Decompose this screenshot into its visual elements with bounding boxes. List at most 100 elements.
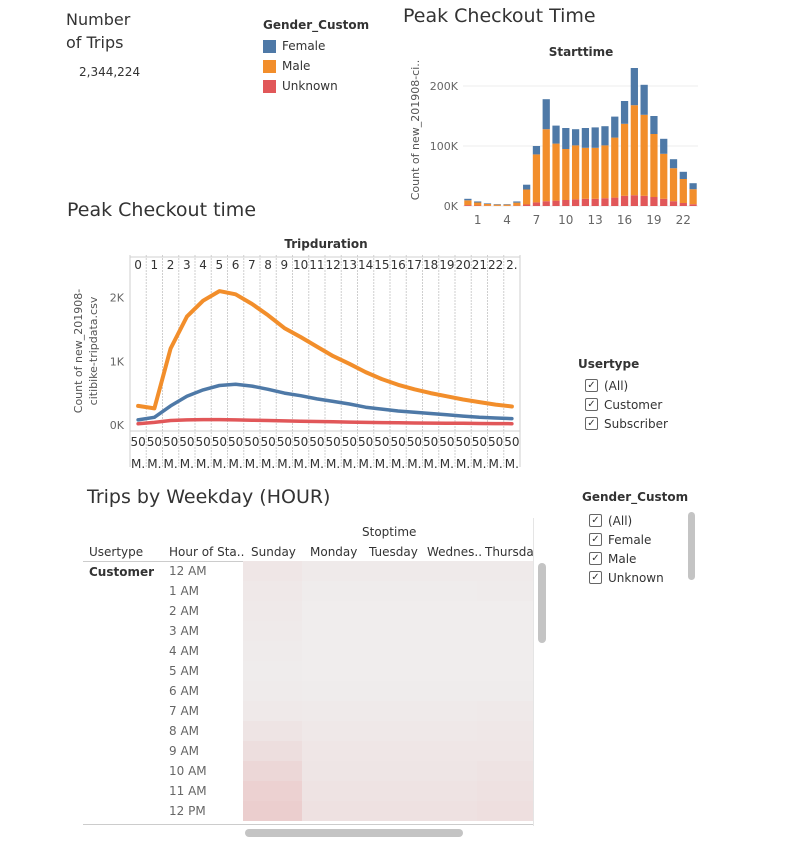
- panel-footer-label: 50: [130, 435, 145, 449]
- legend-item-female[interactable]: Female: [263, 36, 369, 56]
- female-swatch: [263, 39, 276, 53]
- heatmap-cell: [361, 581, 419, 601]
- heatmap-cell: [419, 621, 477, 641]
- panel-header-label: 16: [390, 258, 405, 272]
- bar-segment-female: [669, 159, 678, 169]
- gender-legend-title: Gender_Custom: [263, 18, 370, 32]
- heatmap-cell: [243, 701, 302, 721]
- gender-filter-scrollbar[interactable]: [688, 512, 695, 580]
- tripduration-line-chart: Tripduration Count of new_201908- citibi…: [72, 237, 521, 471]
- bar-segment-male: [679, 179, 687, 203]
- panel-footer-label: M.: [326, 457, 340, 471]
- panel-footer-label: M.: [212, 457, 226, 471]
- trips-by-weekday-title: Trips by Weekday (HOUR): [87, 486, 331, 508]
- heatmap-cell: [361, 681, 419, 701]
- panel-footer-label: 50: [504, 435, 519, 449]
- panel-footer-label: 50: [325, 435, 340, 449]
- line-y-tick-label: 1K: [110, 355, 125, 368]
- legend-item-unknown[interactable]: Unknown: [263, 76, 369, 96]
- legend-item-male[interactable]: Male: [263, 56, 369, 76]
- panel-header-label: 15: [374, 258, 389, 272]
- line-chart-title: Tripduration: [284, 237, 367, 251]
- checkbox-checked-icon[interactable]: ✓: [589, 552, 602, 565]
- heatmap-cell: [302, 781, 361, 801]
- bar-segment-unknown: [689, 204, 697, 206]
- heatmap-vertical-scrollbar[interactable]: [538, 563, 546, 643]
- checkbox-checked-icon[interactable]: ✓: [585, 379, 598, 392]
- heatmap-cell: [243, 781, 302, 801]
- series-line-female: [136, 382, 514, 422]
- usertype-option-subscriber[interactable]: ✓ Subscriber: [585, 414, 668, 433]
- heatmap-container: Stoptime Usertype Hour of Sta.. Sunday M…: [83, 518, 534, 826]
- filter-label: (All): [604, 378, 629, 393]
- day-header-sunday[interactable]: Sunday: [251, 545, 296, 559]
- bar-segment-female: [513, 201, 521, 203]
- panel-footer-label: M.: [164, 457, 178, 471]
- heatmap-cell: [477, 601, 533, 621]
- heatmap-cell: [419, 661, 477, 681]
- bar-segment-female: [562, 128, 570, 149]
- panel-footer-label: 50: [342, 435, 357, 449]
- bar-segment-female: [571, 129, 580, 146]
- panel-footer-label: M.: [180, 457, 194, 471]
- panel-header-label: 4: [199, 258, 207, 272]
- bar-segment-female: [650, 116, 658, 134]
- heatmap-cell: [477, 761, 533, 781]
- heatmap-cell: [361, 641, 419, 661]
- panel-footer-label: M.: [342, 457, 356, 471]
- gender-option-female[interactable]: ✓ Female: [589, 530, 688, 549]
- bar-segment-female: [640, 84, 648, 115]
- bar-x-tick-label: 22: [676, 213, 691, 227]
- day-header-tuesday[interactable]: Tuesday: [369, 545, 418, 559]
- gender-option-male[interactable]: ✓ Male: [589, 549, 688, 568]
- hour-column-header[interactable]: Hour of Sta..: [169, 545, 245, 559]
- bar-segment-unknown: [464, 205, 472, 206]
- hour-label: 4 AM: [169, 644, 200, 658]
- heatmap-cell: [302, 581, 361, 601]
- bar-segment-unknown: [650, 197, 658, 206]
- panel-footer-label: M.: [147, 457, 161, 471]
- heatmap-cell: [243, 601, 302, 621]
- checkbox-checked-icon[interactable]: ✓: [589, 571, 602, 584]
- panel-footer-label: 50: [423, 435, 438, 449]
- bar-segment-female: [620, 101, 629, 124]
- day-header-thursday[interactable]: Thursday: [485, 545, 533, 559]
- usertype-option-all[interactable]: ✓ (All): [585, 376, 668, 395]
- panel-header-label: 0: [134, 258, 142, 272]
- usertype-customer: Customer: [89, 565, 155, 579]
- gender-option-unknown[interactable]: ✓ Unknown: [589, 568, 688, 587]
- heatmap-cell: [302, 601, 361, 621]
- weekday-heatmap: [243, 561, 533, 821]
- bar-segment-female: [601, 126, 609, 146]
- bar-segment-unknown: [591, 198, 599, 206]
- panel-footer-label: M.: [391, 457, 405, 471]
- filter-label: Subscriber: [604, 416, 668, 431]
- heatmap-cell: [361, 721, 419, 741]
- bar-chart-ylabel: Count of new_201908-ci..: [409, 60, 422, 201]
- usertype-column-header[interactable]: Usertype: [89, 545, 144, 559]
- bar-segment-male: [523, 189, 531, 205]
- bar-segment-male: [650, 134, 658, 197]
- bar-segment-male: [571, 145, 580, 200]
- heatmap-cell: [361, 621, 419, 641]
- heatmap-cell: [361, 661, 419, 681]
- checkbox-checked-icon[interactable]: ✓: [589, 533, 602, 546]
- heatmap-cell: [477, 701, 533, 721]
- panel-footer-label: 50: [358, 435, 373, 449]
- checkbox-checked-icon[interactable]: ✓: [589, 514, 602, 527]
- heatmap-horizontal-scrollbar[interactable]: [245, 829, 463, 837]
- day-header-monday[interactable]: Monday: [310, 545, 358, 559]
- heatmap-cell: [243, 561, 302, 581]
- panel-footer-label: 50: [212, 435, 227, 449]
- checkbox-checked-icon[interactable]: ✓: [585, 398, 598, 411]
- panel-footer-label: M.: [407, 457, 421, 471]
- day-header-wednesday[interactable]: Wednes..: [427, 545, 483, 559]
- bar-segment-female: [532, 146, 541, 155]
- panel-footer-label: M.: [196, 457, 210, 471]
- bar-segment-unknown: [552, 200, 560, 206]
- checkbox-checked-icon[interactable]: ✓: [585, 417, 598, 430]
- bar-segment-unknown: [679, 203, 687, 206]
- gender-option-all[interactable]: ✓ (All): [589, 511, 688, 530]
- panel-footer-label: M.: [359, 457, 373, 471]
- usertype-option-customer[interactable]: ✓ Customer: [585, 395, 668, 414]
